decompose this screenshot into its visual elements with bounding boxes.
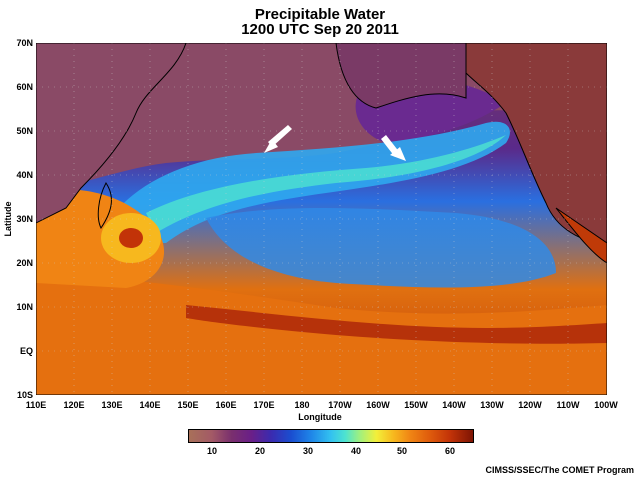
x-tick-120W: 120W xyxy=(518,400,542,410)
x-tick-100W: 100W xyxy=(594,400,618,410)
japan-outline xyxy=(97,182,112,229)
x-tick-150E: 150E xyxy=(177,400,199,410)
x-tick-180: 180 xyxy=(294,400,310,410)
x-tick-150W: 150W xyxy=(404,400,428,410)
y-axis-title: Latitude xyxy=(3,201,13,237)
y-tick-30N: 30N xyxy=(16,214,33,224)
x-tick-160E: 160E xyxy=(215,400,237,410)
y-tick-50N: 50N xyxy=(16,126,33,136)
x-tick-110W: 110W xyxy=(556,400,580,410)
x-tick-130W: 130W xyxy=(480,400,504,410)
itcz-core xyxy=(186,305,607,344)
alaska-outline xyxy=(335,43,467,109)
y-tick-10N: 10N xyxy=(16,302,33,312)
y-tick-20N: 20N xyxy=(16,258,33,268)
y-tick-70N: 70N xyxy=(16,38,33,48)
x-tick-140E: 140E xyxy=(139,400,161,410)
chart-title: Precipitable Water xyxy=(254,6,386,23)
asia-landmass xyxy=(36,43,187,224)
x-tick-130E: 130E xyxy=(101,400,123,410)
colorbar-tick-50: 50 xyxy=(396,446,407,456)
x-axis-title: Longitude xyxy=(298,412,342,422)
arrow-170E-45N xyxy=(264,125,292,153)
colorbar-tick-40: 40 xyxy=(350,446,361,456)
precipitable-water-map xyxy=(36,43,607,395)
colorbar-tick-10: 10 xyxy=(206,446,217,456)
x-tick-140W: 140W xyxy=(442,400,466,410)
y-tick-10S: 10S xyxy=(16,390,33,400)
moisture-plume-core xyxy=(146,135,506,233)
y-tick-40N: 40N xyxy=(16,170,33,180)
colorbar-tick-60: 60 xyxy=(444,446,455,456)
x-tick-160W: 160W xyxy=(366,400,390,410)
x-tick-170E: 170E xyxy=(253,400,275,410)
x-tick-110E: 110E xyxy=(25,400,47,410)
tropical-moist-band xyxy=(36,273,607,395)
colorbar-tick-20: 20 xyxy=(254,446,265,456)
typhoon-center xyxy=(119,228,143,248)
x-tick-170W: 170W xyxy=(328,400,352,410)
y-tick-EQ: EQ xyxy=(19,346,33,356)
subtropical-moist-pool xyxy=(206,208,556,288)
arrow-155W-43N xyxy=(381,135,406,161)
colorbar-tick-30: 30 xyxy=(302,446,313,456)
colorbar xyxy=(188,429,474,443)
credit-text: CIMSS/SSEC/The COMET Program xyxy=(485,465,634,475)
chart-subtitle: 1200 UTC Sep 20 2011 xyxy=(241,21,399,38)
x-tick-120E: 120E xyxy=(63,400,85,410)
y-tick-60N: 60N xyxy=(16,82,33,92)
